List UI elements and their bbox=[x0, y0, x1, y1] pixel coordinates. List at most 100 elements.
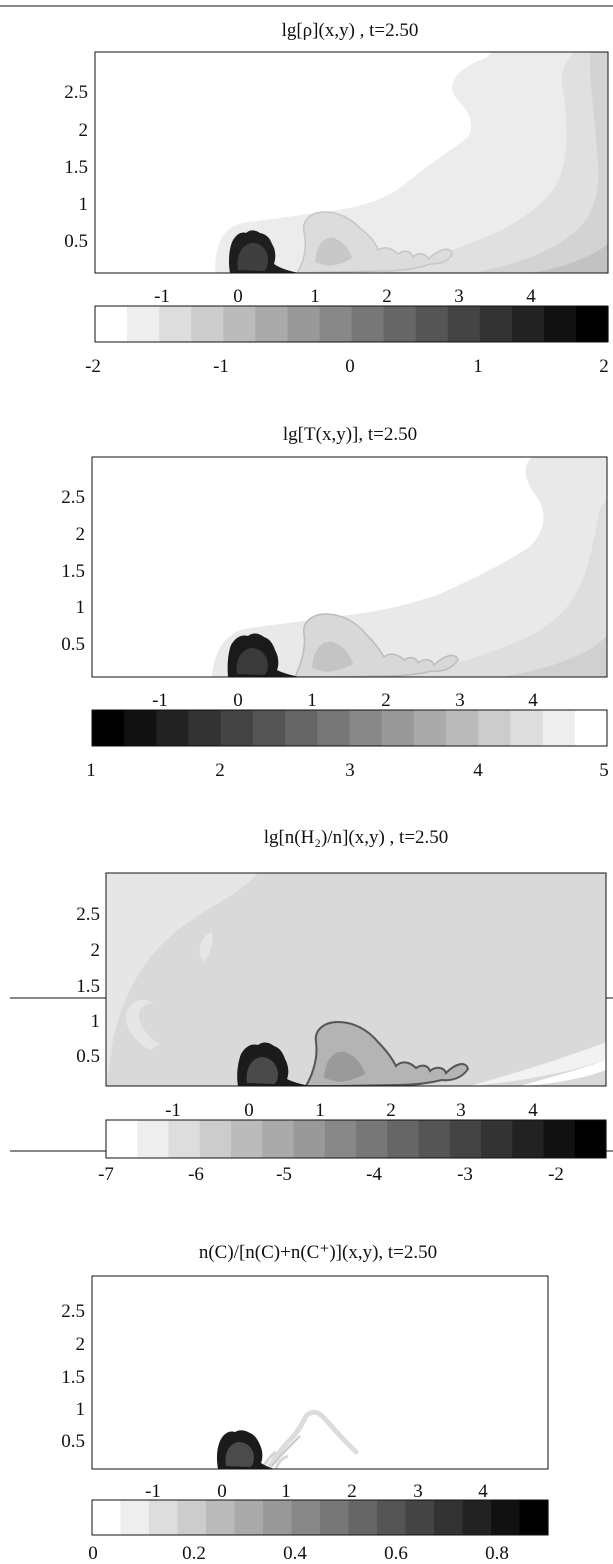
x-axis: -1 0 1 2 3 4 bbox=[165, 1100, 538, 1121]
y-tick-label: 1.5 bbox=[76, 976, 100, 997]
y-tick-label: 2.5 bbox=[64, 82, 88, 103]
h2-finger bbox=[199, 932, 213, 962]
colorbar-swatch bbox=[106, 1120, 138, 1158]
y-tick-label: 1.5 bbox=[61, 1367, 85, 1388]
colorbar-swatch bbox=[149, 1500, 179, 1535]
colorbar-swatch bbox=[223, 306, 256, 342]
density-shell-2 bbox=[380, 52, 608, 273]
plot-frame bbox=[94, 51, 609, 274]
h2-swirl bbox=[125, 999, 160, 1050]
colorbar-swatch bbox=[510, 710, 544, 746]
colorbar-swatch bbox=[491, 1500, 521, 1535]
colorbar-frame bbox=[91, 1499, 549, 1536]
colorbar-tick-label: -2 bbox=[548, 1164, 564, 1185]
plot-frame bbox=[105, 872, 607, 1087]
x-tick-label: 1 bbox=[310, 286, 320, 307]
colorbar-swatch bbox=[287, 306, 321, 342]
y-tick-label: 1 bbox=[79, 194, 89, 215]
colorbar-tick-label: 4 bbox=[473, 760, 483, 781]
y-tick-label: 0.5 bbox=[61, 1431, 85, 1452]
carbon-filament bbox=[265, 1409, 359, 1469]
colorbar-swatch bbox=[159, 306, 192, 342]
colorbar-swatch bbox=[574, 1120, 607, 1158]
colorbar-tick-label: 0.2 bbox=[182, 1543, 206, 1564]
density-shell-3 bbox=[470, 52, 608, 273]
colorbar-tick-label: -3 bbox=[457, 1164, 473, 1185]
colorbar-swatch bbox=[462, 1500, 492, 1535]
field-plot bbox=[91, 1275, 549, 1470]
panel-carbon-fraction: n(C)/[n(C)+n(C⁺)](x,y), t=2.50 2.5 2 1.5… bbox=[61, 1242, 549, 1564]
x-tick-label: 2 bbox=[382, 286, 392, 307]
field-plot bbox=[91, 456, 608, 678]
colorbar-swatch bbox=[291, 1500, 321, 1535]
panel-title: lg[T(x,y)], t=2.50 bbox=[283, 424, 417, 445]
colorbar-frame bbox=[91, 709, 608, 747]
colorbar-swatch bbox=[542, 710, 576, 746]
y-tick-label: 2.5 bbox=[61, 1301, 85, 1322]
x-tick-label: 2 bbox=[386, 1100, 396, 1121]
y-tick-label: 0.5 bbox=[64, 231, 88, 252]
density-shell-4 bbox=[530, 244, 608, 273]
panel-title: lg[ρ](x,y) , t=2.50 bbox=[282, 20, 419, 41]
colorbar-tick-label: 0 bbox=[345, 356, 355, 377]
field-plot bbox=[105, 872, 607, 1087]
colorbar-swatch bbox=[413, 710, 447, 746]
y-tick-label: 0.5 bbox=[61, 634, 85, 655]
x-tick-label: 2 bbox=[347, 1481, 357, 1502]
x-tick-label: 1 bbox=[315, 1100, 325, 1121]
temperature-shell-2 bbox=[400, 500, 607, 677]
colorbar-swatch bbox=[405, 1500, 435, 1535]
x-tick-label: 3 bbox=[455, 690, 465, 711]
colorbar-swatch bbox=[324, 1120, 357, 1158]
x-tick-label: 0 bbox=[233, 690, 243, 711]
x-tick-label: 4 bbox=[526, 286, 536, 307]
x-tick-label: 1 bbox=[307, 690, 317, 711]
colorbar-swatch bbox=[387, 1120, 420, 1158]
panel-title: n(C)/[n(C)+n(C⁺)](x,y), t=2.50 bbox=[199, 1242, 437, 1263]
x-tick-label: 0 bbox=[217, 1481, 227, 1502]
colorbar-swatches bbox=[92, 710, 608, 746]
colorbar-swatch bbox=[137, 1120, 170, 1158]
field-plot bbox=[94, 51, 609, 274]
y-tick-label: 2 bbox=[79, 120, 89, 141]
h2-cloud-core bbox=[246, 1057, 278, 1084]
x-tick-label: 4 bbox=[528, 1100, 538, 1121]
density-cloud-core bbox=[237, 242, 268, 271]
colorbar-swatch bbox=[120, 1500, 150, 1535]
colorbar-tick-label: -6 bbox=[188, 1164, 204, 1185]
x-tick-label: -1 bbox=[145, 1481, 161, 1502]
density-mushroom-core bbox=[315, 237, 352, 266]
colorbar-frame bbox=[94, 305, 609, 343]
colorbar-swatch bbox=[377, 1500, 407, 1535]
colorbar-swatch bbox=[156, 710, 190, 746]
colorbar-swatch bbox=[124, 710, 157, 746]
colorbar-swatch bbox=[356, 1120, 388, 1158]
colorbar-swatch bbox=[168, 1120, 201, 1158]
carbon-filament-inner bbox=[271, 1435, 301, 1467]
y-tick-label: 1.5 bbox=[64, 157, 88, 178]
x-tick-label: -1 bbox=[165, 1100, 181, 1121]
x-tick-label: -1 bbox=[154, 286, 170, 307]
colorbar-swatch bbox=[349, 710, 383, 746]
panel-density: lg[ρ](x,y) , t=2.50 2.5 2 1.5 1 bbox=[64, 20, 609, 377]
x-axis: -1 0 1 2 3 4 bbox=[152, 690, 538, 711]
colorbar-tick-label: -2 bbox=[85, 356, 101, 377]
colorbar-swatch bbox=[285, 710, 318, 746]
colorbar-tick-label: -7 bbox=[98, 1164, 114, 1185]
y-tick-label: 1 bbox=[91, 1011, 101, 1032]
colorbar-swatch bbox=[479, 306, 513, 342]
colorbar-swatches bbox=[95, 306, 609, 342]
colorbar-swatch bbox=[293, 1120, 326, 1158]
y-axis: 2.5 2 1.5 1 0.5 bbox=[64, 82, 88, 252]
temperature-shell-3 bbox=[500, 636, 607, 677]
colorbar-swatch bbox=[543, 1120, 576, 1158]
colorbar-swatch bbox=[574, 710, 608, 746]
colorbar-tick-label: 0 bbox=[88, 1543, 98, 1564]
colorbar-swatch bbox=[511, 306, 545, 342]
panel-temperature: lg[T(x,y)], t=2.50 2.5 2 1.5 1 0.5 bbox=[61, 424, 609, 781]
colorbar-swatch bbox=[383, 306, 417, 342]
colorbar-swatch bbox=[255, 306, 288, 342]
x-tick-label: 2 bbox=[381, 690, 391, 711]
colorbar-swatch bbox=[319, 306, 353, 342]
